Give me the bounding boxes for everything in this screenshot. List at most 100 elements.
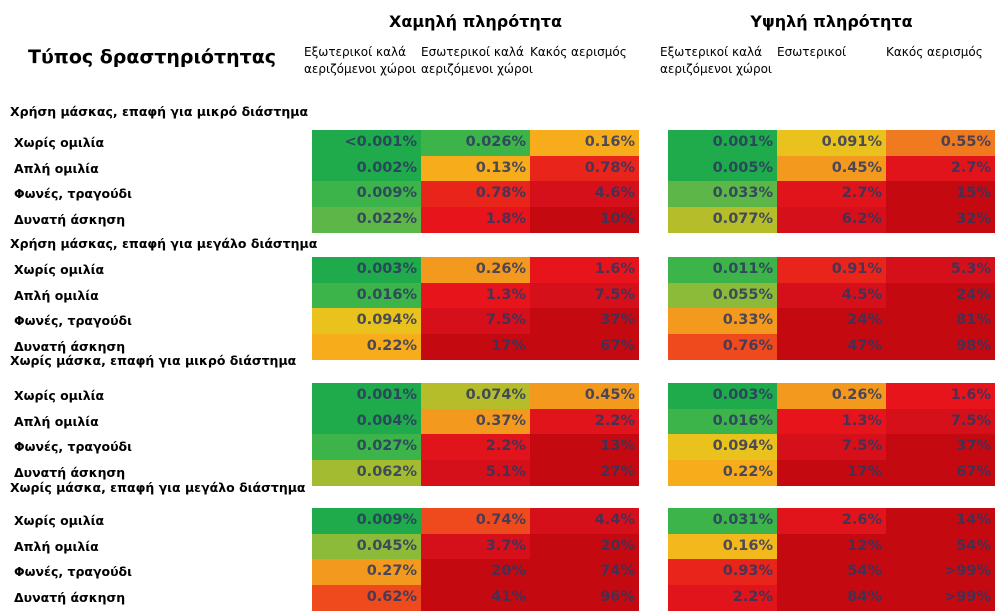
- row-label: Απλή ομιλία: [14, 538, 99, 554]
- risk-cell: 0.031%: [668, 508, 777, 534]
- risk-cell: 0.37%: [421, 408, 530, 435]
- risk-cell: 2.7%: [777, 181, 886, 207]
- risk-cell: 32%: [886, 206, 995, 233]
- risk-cell: 41%: [421, 584, 530, 611]
- risk-cell: 13%: [530, 434, 639, 460]
- risk-cell: 0.016%: [312, 282, 421, 309]
- row-label: Απλή ομιλία: [14, 413, 99, 429]
- risk-cell: 0.33%: [668, 308, 777, 334]
- risk-cell: 17%: [421, 333, 530, 360]
- risk-cell: 7.5%: [777, 434, 886, 460]
- table-title: Τύπος δραστηριότητας: [28, 46, 277, 68]
- risk-cell: 10%: [530, 206, 639, 233]
- risk-cell: 4.5%: [777, 282, 886, 309]
- section-title: Χωρίς μάσκα, επαφή για μεγάλο διάστημα: [10, 480, 306, 495]
- risk-cell: >99%: [886, 584, 995, 611]
- risk-cell: 0.74%: [421, 508, 530, 534]
- column-header: Κακός αερισμός: [530, 45, 627, 59]
- risk-cell: 0.077%: [668, 206, 777, 233]
- group-title: Χαμηλή πληρότητα: [389, 12, 562, 31]
- risk-cell: 54%: [886, 533, 995, 560]
- risk-cell: 2.6%: [777, 508, 886, 534]
- risk-cell: 98%: [886, 333, 995, 360]
- risk-cell: 7.5%: [421, 308, 530, 334]
- section-title: Χρήση μάσκας, επαφή για μικρό διάστημα: [10, 104, 309, 119]
- risk-cell: 2.2%: [421, 434, 530, 460]
- column-header: Εσωτερικοί καλά αεριζόμενοι χώροι: [421, 45, 533, 76]
- risk-cell: 0.22%: [668, 459, 777, 486]
- row-label: Δυνατή άσκηση: [14, 464, 126, 480]
- risk-cell: 6.2%: [777, 206, 886, 233]
- risk-cell: 20%: [530, 533, 639, 560]
- risk-cell: 1.6%: [886, 383, 995, 409]
- risk-cell: 0.91%: [777, 257, 886, 283]
- risk-cell: 0.033%: [668, 181, 777, 207]
- risk-cell: 4.6%: [530, 181, 639, 207]
- risk-cell: 54%: [777, 559, 886, 585]
- risk-cell: 14%: [886, 508, 995, 534]
- risk-cell: 0.13%: [421, 155, 530, 182]
- risk-cell: 0.001%: [668, 130, 777, 156]
- risk-cell: 27%: [530, 459, 639, 486]
- column-header: Εσωτερικοί: [777, 45, 847, 59]
- column-header: Εξωτερικοί καλά αεριζόμενοι χώροι: [660, 45, 772, 76]
- risk-cell: 67%: [530, 333, 639, 360]
- row-label: Απλή ομιλία: [14, 287, 99, 303]
- risk-cell: 7.5%: [530, 282, 639, 309]
- row-label: Φωνές, τραγούδι: [14, 439, 132, 454]
- risk-cell: 2.2%: [668, 584, 777, 611]
- group-title: Υψηλή πληρότητα: [750, 12, 913, 31]
- row-label: Δυνατή άσκηση: [14, 211, 126, 227]
- risk-cell: 0.62%: [312, 584, 421, 611]
- risk-cell: 47%: [777, 333, 886, 360]
- risk-cell: 0.026%: [421, 130, 530, 156]
- risk-cell: 0.004%: [312, 408, 421, 435]
- row-label: Χωρίς ομιλία: [14, 513, 105, 528]
- row-label: Χωρίς ομιλία: [14, 388, 105, 403]
- column-header: Κακός αερισμός: [886, 45, 983, 59]
- row-label: Φωνές, τραγούδι: [14, 564, 132, 579]
- risk-cell: 5.1%: [421, 459, 530, 486]
- risk-cell: 4.4%: [530, 508, 639, 534]
- risk-cell: 0.045%: [312, 533, 421, 560]
- risk-cell: 0.26%: [421, 257, 530, 283]
- risk-cell: 0.022%: [312, 206, 421, 233]
- risk-cell: 0.26%: [777, 383, 886, 409]
- row-label: Δυνατή άσκηση: [14, 589, 126, 605]
- risk-cell: 0.93%: [668, 559, 777, 585]
- risk-cell: 0.091%: [777, 130, 886, 156]
- risk-cell: 12%: [777, 533, 886, 560]
- risk-cell: 37%: [530, 308, 639, 334]
- risk-cell: 0.16%: [668, 533, 777, 560]
- risk-cell: 0.55%: [886, 130, 995, 156]
- column-header: Εξωτερικοί καλά αεριζόμενοι χώροι: [304, 45, 416, 76]
- risk-cell: 0.45%: [777, 155, 886, 182]
- risk-cell: 0.78%: [421, 181, 530, 207]
- risk-cell: 0.003%: [668, 383, 777, 409]
- risk-cell: 3.7%: [421, 533, 530, 560]
- risk-cell: 0.011%: [668, 257, 777, 283]
- risk-cell: 0.78%: [530, 155, 639, 182]
- section-title: Χωρίς μάσκα, επαφή για μικρό διάστημα: [10, 353, 297, 368]
- risk-cell: 0.074%: [421, 383, 530, 409]
- risk-cell: 0.094%: [668, 434, 777, 460]
- risk-cell: 0.22%: [312, 333, 421, 360]
- risk-cell: 0.009%: [312, 181, 421, 207]
- row-label: Χωρίς ομιλία: [14, 262, 105, 277]
- risk-cell: 0.16%: [530, 130, 639, 156]
- risk-cell: 0.27%: [312, 559, 421, 585]
- risk-cell: 24%: [886, 282, 995, 309]
- risk-cell: 1.3%: [777, 408, 886, 435]
- risk-cell: 20%: [421, 559, 530, 585]
- risk-cell: 1.3%: [421, 282, 530, 309]
- risk-cell: 0.005%: [668, 155, 777, 182]
- risk-cell: 24%: [777, 308, 886, 334]
- row-label: Απλή ομιλία: [14, 160, 99, 176]
- risk-cell: 0.45%: [530, 383, 639, 409]
- risk-cell: <0.001%: [312, 130, 421, 156]
- risk-cell: >99%: [886, 559, 995, 585]
- risk-cell: 0.094%: [312, 308, 421, 334]
- risk-cell: 7.5%: [886, 408, 995, 435]
- risk-cell: 74%: [530, 559, 639, 585]
